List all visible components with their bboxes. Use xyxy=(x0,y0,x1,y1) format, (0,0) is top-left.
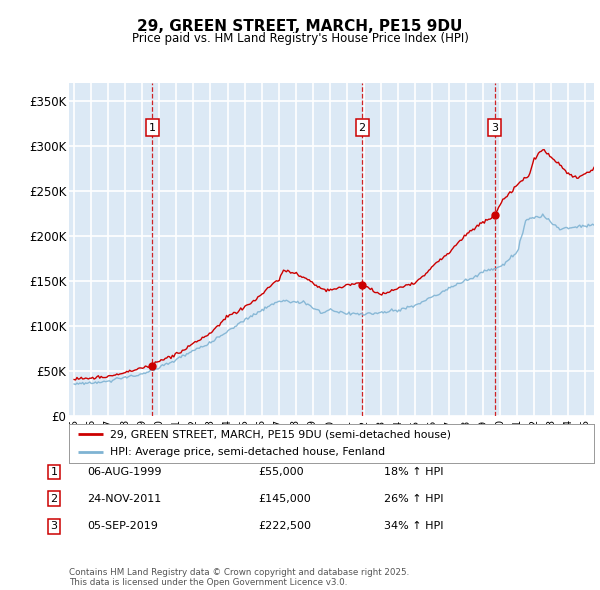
Text: 26% ↑ HPI: 26% ↑ HPI xyxy=(384,494,443,503)
Text: 2: 2 xyxy=(50,494,58,503)
Text: 06-AUG-1999: 06-AUG-1999 xyxy=(87,467,161,477)
Text: 2: 2 xyxy=(359,123,366,133)
Text: HPI: Average price, semi-detached house, Fenland: HPI: Average price, semi-detached house,… xyxy=(110,447,385,457)
Text: 05-SEP-2019: 05-SEP-2019 xyxy=(87,522,158,531)
Text: Price paid vs. HM Land Registry's House Price Index (HPI): Price paid vs. HM Land Registry's House … xyxy=(131,32,469,45)
Text: Contains HM Land Registry data © Crown copyright and database right 2025.
This d: Contains HM Land Registry data © Crown c… xyxy=(69,568,409,587)
Text: £55,000: £55,000 xyxy=(258,467,304,477)
Text: 1: 1 xyxy=(149,123,156,133)
Text: 29, GREEN STREET, MARCH, PE15 9DU: 29, GREEN STREET, MARCH, PE15 9DU xyxy=(137,19,463,34)
Text: 29, GREEN STREET, MARCH, PE15 9DU (semi-detached house): 29, GREEN STREET, MARCH, PE15 9DU (semi-… xyxy=(110,430,451,440)
Text: 3: 3 xyxy=(50,522,58,531)
Text: 34% ↑ HPI: 34% ↑ HPI xyxy=(384,522,443,531)
Text: 18% ↑ HPI: 18% ↑ HPI xyxy=(384,467,443,477)
Text: 3: 3 xyxy=(491,123,498,133)
Text: 1: 1 xyxy=(50,467,58,477)
Text: 24-NOV-2011: 24-NOV-2011 xyxy=(87,494,161,503)
Text: £222,500: £222,500 xyxy=(258,522,311,531)
Text: £145,000: £145,000 xyxy=(258,494,311,503)
